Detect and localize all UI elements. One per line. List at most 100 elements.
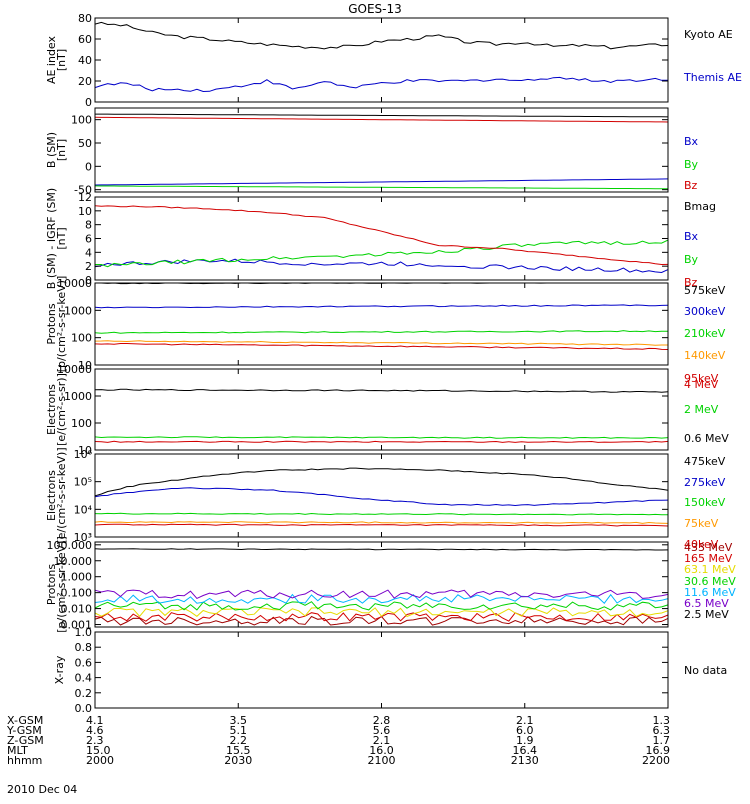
legend-entry: Bz (684, 179, 698, 192)
panel-5: 10 100 1000 10000 Electrons[e/(cm²-s-sr)] 4 M… (45, 363, 729, 457)
y-tick-label: 0 (85, 160, 92, 173)
legend-entry: Bx (684, 135, 699, 148)
panel-frame (94, 631, 669, 709)
series-line-4-5 (94, 343, 669, 350)
legend-entry: 75keV (684, 517, 719, 530)
orbit-value: 16.4 (513, 744, 538, 757)
y-tick-label: 10⁵ (74, 476, 92, 489)
y-axis-label: [p/(cm²-s-sr-keV)] (55, 536, 68, 633)
y-axis-label: [nT] (55, 49, 68, 71)
legend-entry: 210keV (684, 327, 726, 340)
y-tick-label: 0.0 (75, 702, 93, 715)
series-line-6-5 (94, 523, 669, 527)
series-line-6-2 (94, 487, 669, 507)
y-tick-label: 0.8 (75, 641, 93, 654)
y-tick-label: 10 (78, 444, 92, 457)
series-line-3-2 (95, 239, 669, 268)
series-line-4-3 (94, 330, 669, 334)
y-tick-label: 1000 (64, 304, 92, 317)
y-tick-label: 100 (71, 332, 92, 345)
legend-entry: Bx (684, 230, 699, 243)
orbit-row-label: Y-GSM (6, 724, 42, 737)
orbit-row-label: Z-GSM (7, 734, 44, 747)
series-line-4-2 (94, 304, 669, 309)
orbit-value: 5.6 (373, 724, 391, 737)
y-tick-label: 10⁶ (74, 448, 93, 461)
y-tick-label: 10 (78, 205, 92, 218)
panel-6: 10³ 10⁴ 10⁵ 10⁶ Electrons[e/(cm²-s-sr-keV)] 4… (45, 447, 726, 551)
legend-entry: 300keV (684, 305, 726, 318)
y-tick-label: 20 (78, 75, 92, 88)
y-tick-label: 12 (78, 191, 92, 204)
legend-entry: Bmag (684, 200, 716, 213)
y-axis-label: [e/(cm²-s-sr)] (55, 373, 68, 446)
series-line-2-3 (94, 116, 669, 123)
legend-entry: 30.6 MeV (684, 575, 736, 588)
series-line-1-2 (94, 76, 668, 93)
y-tick-label: 50 (78, 137, 92, 150)
y-tick-label: 60 (78, 33, 92, 46)
panel-7: 0.001 0.010 0.100 1.000 10.000 100.000 Protons… (45, 536, 736, 633)
series-line-5-2 (94, 436, 669, 439)
y-tick-label: 100.000 (47, 539, 93, 552)
y-axis-label: Protons (45, 303, 58, 344)
orbit-value: 2.1 (516, 714, 534, 727)
legend-entry: 575keV (684, 284, 726, 297)
series-line-7-4 (94, 601, 669, 611)
y-axis-label: B (SM) (45, 132, 58, 168)
y-tick-label: 40 (78, 54, 92, 67)
orbit-value: 2.3 (86, 734, 104, 747)
y-axis-label: Protons (45, 564, 58, 605)
y-tick-label: 2 (85, 260, 92, 273)
series-line-1-1 (94, 21, 669, 50)
legend-entry: 140keV (684, 349, 726, 362)
series-line-7-3 (94, 607, 669, 618)
y-tick-label: -50 (74, 184, 92, 197)
legend-entry: 150keV (684, 496, 726, 509)
legend-entry: By (684, 253, 699, 266)
orbit-value: 4.1 (86, 714, 104, 727)
series-line-2-1 (94, 178, 669, 186)
orbit-row-label: hhmm (7, 754, 42, 767)
orbit-value: 5.1 (230, 724, 248, 737)
orbit-value: 1.9 (516, 734, 534, 747)
orbit-value: 3.5 (230, 714, 248, 727)
y-tick-label: 0 (85, 274, 92, 287)
series-line-3-3 (94, 205, 669, 266)
y-axis-label: Electrons (45, 384, 58, 435)
y-tick-label: 10³ (74, 531, 92, 544)
y-tick-label: 10000 (57, 363, 92, 376)
orbit-value: 2200 (642, 754, 670, 767)
panel-2: -50 0 50 100 B (SM)[nT] Bx By Bz Bmag (45, 107, 716, 213)
plot-title: GOES-13 (348, 2, 402, 16)
legend-entry: 433 MeV (684, 541, 733, 554)
y-tick-label: 8 (85, 219, 92, 232)
y-axis-label: B (SM) - IGRF (SM) (45, 188, 58, 289)
orbit-value: 2130 (511, 754, 539, 767)
orbit-value: 15.0 (86, 744, 111, 757)
series-line-6-4 (94, 520, 669, 524)
series-line-7-6 (94, 589, 669, 600)
series-line-7-2 (94, 612, 669, 622)
y-tick-label: 0.010 (61, 603, 93, 616)
orbit-value: 6.3 (653, 724, 671, 737)
series-line-7-5 (94, 593, 669, 604)
orbit-value: 15.5 (226, 744, 251, 757)
y-tick-label: 0.6 (75, 656, 93, 669)
orbit-value: 6.0 (516, 724, 534, 737)
legend-entry: Themis AE (683, 71, 742, 84)
legend-entry: 2.5 MeV (684, 608, 729, 621)
orbit-value: 16.9 (646, 744, 671, 757)
series-line-6-3 (94, 512, 669, 516)
y-tick-label: 0.001 (61, 619, 93, 632)
panel-frame (94, 282, 669, 366)
date-label: 2010 Dec 04 (7, 783, 77, 796)
legend-entry: 6.5 MeV (684, 597, 729, 610)
legend-entry: 165 MeV (684, 552, 733, 565)
panel-1: 0 20 40 60 80 AE index[nT] Kyoto AE Themis AE (45, 12, 742, 109)
y-tick-label: 100 (71, 114, 92, 127)
y-axis-label: Electrons (45, 470, 58, 521)
y-tick-label: 1000 (64, 390, 92, 403)
legend-entry: Kyoto AE (684, 28, 733, 41)
